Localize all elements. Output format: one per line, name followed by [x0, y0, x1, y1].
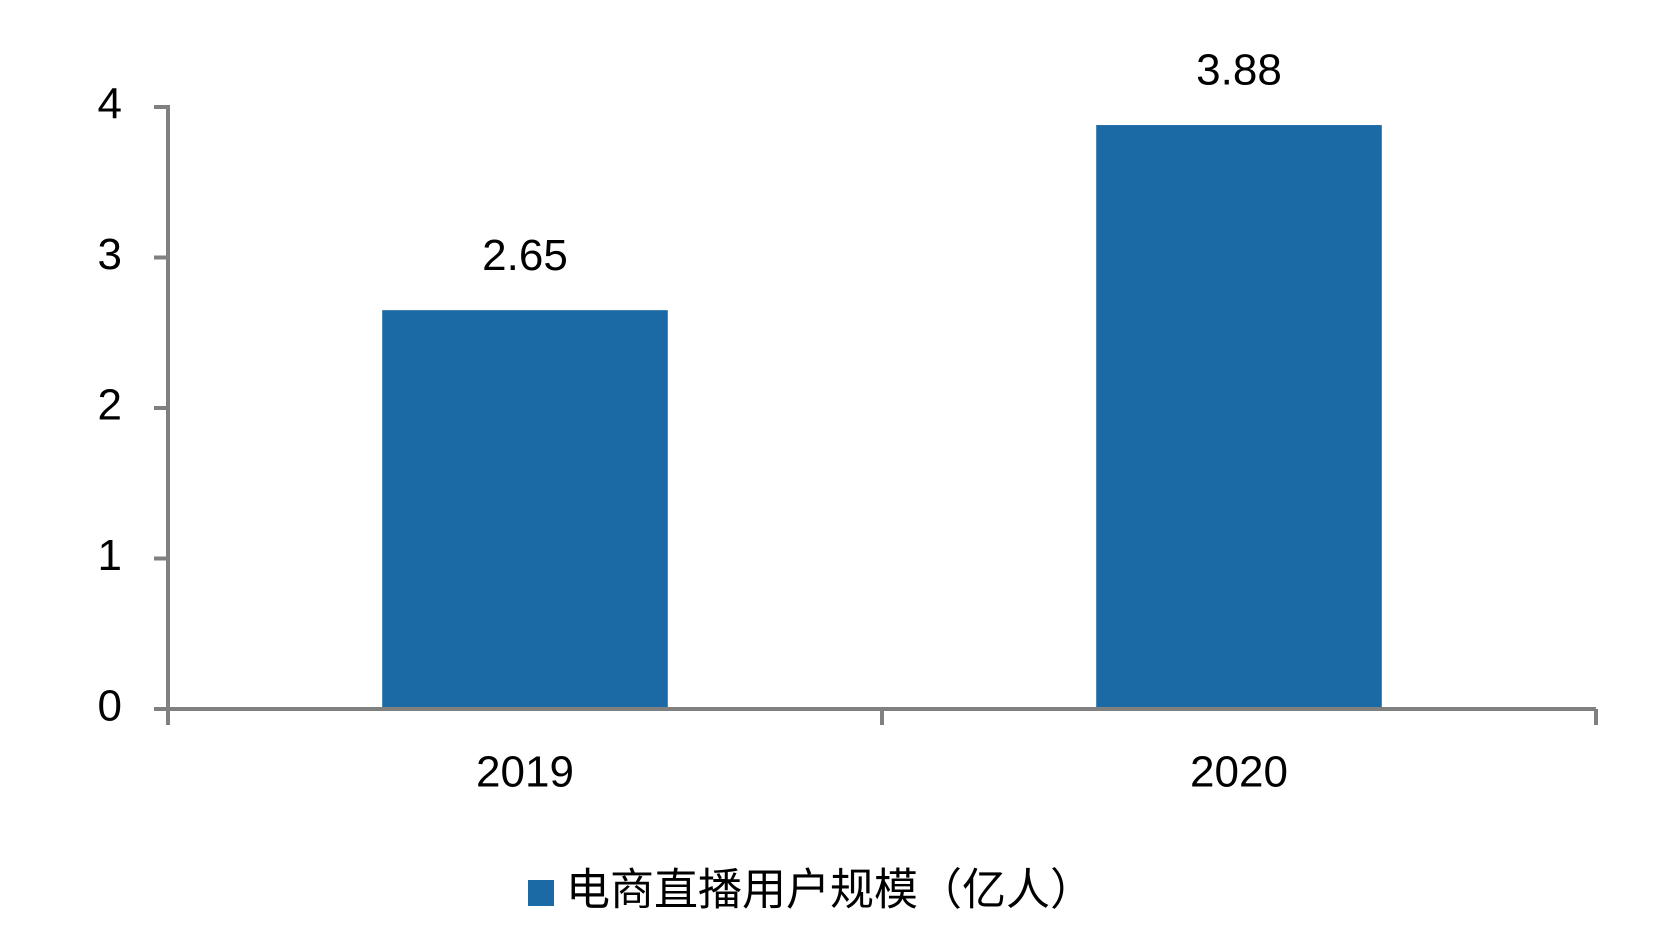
legend-swatch [528, 880, 554, 906]
y-tick-label: 0 [98, 682, 122, 731]
x-tick-label: 2019 [476, 748, 574, 797]
y-tick-label: 1 [98, 531, 122, 580]
y-tick-label: 3 [98, 230, 122, 279]
y-tick-label: 4 [98, 80, 122, 129]
x-tick-label: 2020 [1190, 748, 1288, 797]
data-label: 2.65 [482, 231, 568, 280]
y-tick-label: 2 [98, 381, 122, 430]
bar [1096, 125, 1382, 709]
legend-label: 电商直播用户规模（亿人） [566, 866, 1094, 915]
data-label: 3.88 [1196, 46, 1282, 95]
bar [382, 310, 668, 709]
